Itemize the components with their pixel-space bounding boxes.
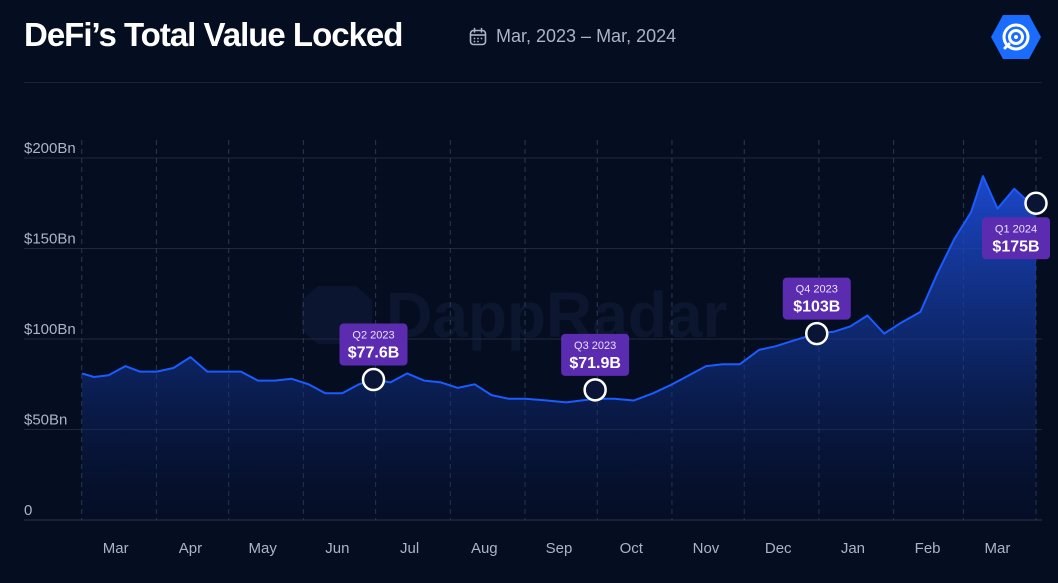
annotation-q2-2023: Q2 2023 $77.6B (339, 323, 408, 392)
annotation-marker (1024, 191, 1048, 215)
annotation-marker (361, 367, 386, 392)
y-tick-label: $200Bn (24, 140, 76, 157)
tvl-area (82, 176, 1036, 520)
annotation-badge (782, 277, 851, 320)
x-tick-label: Jul (400, 540, 419, 557)
x-tick-label: Jan (841, 540, 865, 557)
annotation-marker (805, 321, 829, 346)
header-divider (24, 82, 1042, 83)
y-tick-label: 0 (24, 502, 32, 519)
x-tick-label: Oct (620, 540, 644, 557)
x-tick-label: May (249, 540, 278, 557)
x-tick-label: Apr (179, 540, 202, 557)
x-tick-label: Dec (765, 540, 792, 557)
x-tick-label: Sep (546, 540, 573, 557)
annotation-q3-2023: Q3 2023 $71.9B (561, 333, 630, 402)
annotation-quarter: Q4 2023 (796, 284, 838, 296)
watermark-text: DappRadar (386, 279, 727, 351)
annotation-quarter: Q2 2023 (352, 330, 394, 342)
x-tick-label: Mar (985, 540, 1011, 557)
annotation-value: $77.6B (348, 345, 400, 362)
annotation-quarter: Q3 2023 (574, 340, 616, 352)
y-tick-label: $100Bn (24, 321, 76, 338)
x-tick-label: Feb (915, 540, 941, 557)
annotation-badge (561, 333, 630, 376)
page-title: DeFi’s Total Value Locked (24, 16, 403, 53)
annotation-q4-2023: Q4 2023 $103B (782, 277, 851, 346)
annotation-q1-2024: Q1 2024 $175B (982, 191, 1050, 260)
x-tick-label: Mar (103, 540, 129, 557)
annotation-value: $71.9B (569, 355, 621, 372)
dappradar-logo-icon (991, 15, 1041, 59)
annotation-quarter: Q1 2024 (995, 223, 1037, 235)
date-range[interactable]: Mar, 2023 – Mar, 2024 (468, 26, 676, 47)
x-tick-label: Jun (325, 540, 349, 557)
calendar-icon (469, 27, 487, 45)
annotation-marker (583, 378, 607, 402)
y-tick-label: $150Bn (24, 231, 76, 248)
annotation-badge (339, 323, 408, 366)
y-tick-label: $50Bn (24, 412, 67, 429)
tvl-line (81, 175, 1037, 404)
x-tick-label: Aug (471, 540, 498, 557)
date-range-label: Mar, 2023 – Mar, 2024 (496, 26, 677, 46)
annotation-value: $175B (992, 238, 1039, 255)
annotation-badge (982, 217, 1050, 260)
annotation-value: $103B (793, 299, 840, 316)
x-tick-label: Nov (693, 540, 720, 557)
